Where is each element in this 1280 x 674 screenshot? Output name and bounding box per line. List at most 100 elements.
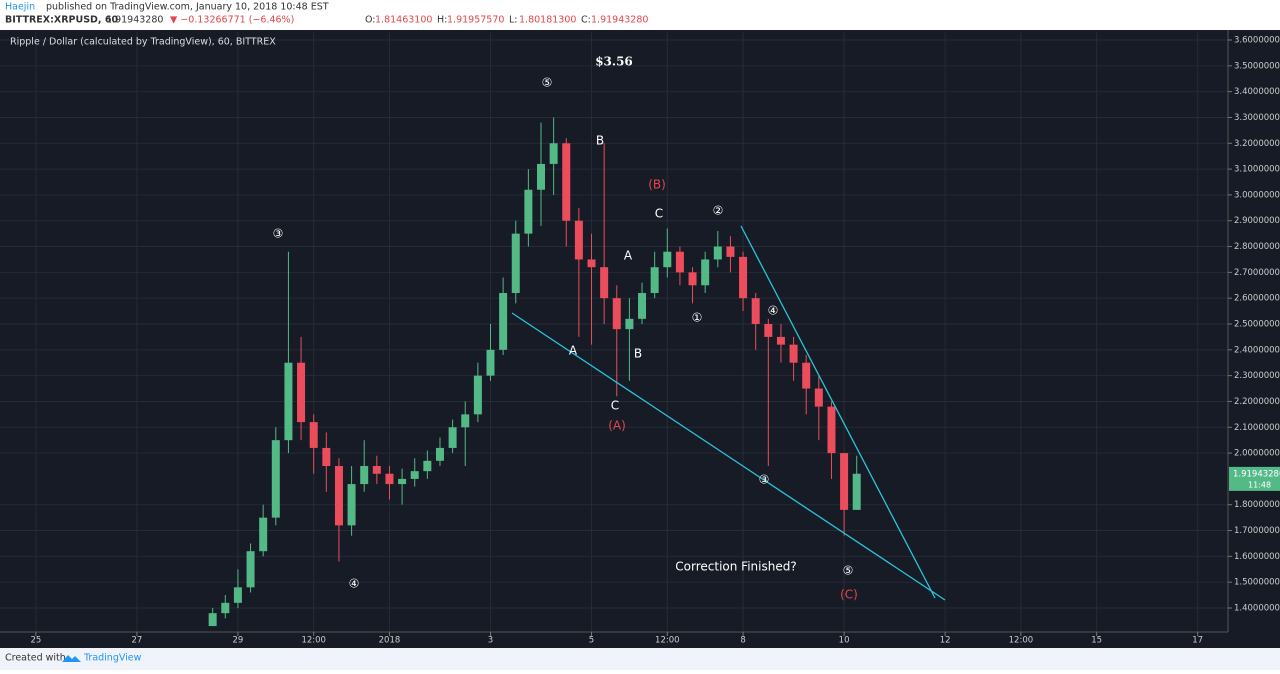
annotations: ③ ④ ⑤ $3.56 B (B) C ② A ① ④ A B C (A) ③ … bbox=[273, 55, 858, 602]
chart-title: Ripple / Dollar (calculated by TradingVi… bbox=[10, 37, 276, 48]
y-tick-label: 2.00000000 bbox=[1234, 449, 1280, 459]
x-tick-label: 2018 bbox=[379, 636, 401, 646]
candle-body bbox=[789, 344, 798, 363]
y-tick-label: 2.60000000 bbox=[1234, 294, 1280, 304]
candles bbox=[208, 117, 861, 627]
candle-body bbox=[271, 440, 280, 518]
logo bbox=[62, 655, 81, 662]
candle-body bbox=[461, 414, 470, 428]
candle-body bbox=[840, 453, 849, 510]
candle-body bbox=[246, 551, 255, 588]
y-tick-label: 1.60000000 bbox=[1234, 552, 1280, 562]
candle-body bbox=[625, 318, 634, 330]
note: Correction Finished? bbox=[675, 560, 796, 574]
candle-body bbox=[852, 473, 861, 510]
y-tick-label: 2.50000000 bbox=[1234, 319, 1280, 329]
x-tick-label: 10 bbox=[839, 636, 850, 646]
y-tick-label: 3.20000000 bbox=[1234, 139, 1280, 149]
footer-brand[interactable]: TradingView bbox=[83, 653, 142, 664]
footer-text: Created with bbox=[5, 653, 66, 664]
y-tick-label: 2.20000000 bbox=[1234, 397, 1280, 407]
wave-label: A bbox=[624, 249, 633, 263]
candle-body bbox=[410, 471, 419, 479]
x-tick-label: 15 bbox=[1091, 636, 1102, 646]
x-tick-label: 12:00 bbox=[301, 636, 326, 646]
wave-label: ③ bbox=[759, 473, 770, 487]
footer bbox=[0, 648, 1280, 670]
price: 1.91943280 bbox=[106, 15, 163, 26]
y-tick-label: 2.30000000 bbox=[1234, 371, 1280, 381]
candle-body bbox=[739, 256, 748, 299]
candle-body bbox=[486, 349, 495, 376]
candle-body bbox=[385, 473, 394, 485]
candle-body bbox=[713, 246, 722, 260]
candle-body bbox=[802, 362, 811, 389]
candle-body bbox=[259, 517, 268, 552]
wave-label: ⑤ bbox=[843, 564, 854, 578]
y-tick-label: 2.70000000 bbox=[1234, 268, 1280, 278]
candle-body bbox=[574, 220, 583, 260]
x-tick-label: 17 bbox=[1192, 636, 1203, 646]
candle-body bbox=[650, 267, 659, 294]
y-tick-label: 3.40000000 bbox=[1234, 87, 1280, 97]
y-tick-label: 1.50000000 bbox=[1234, 578, 1280, 588]
ohlc: O: 1.81463100 H: 1.91957570 L: 1.80181300 C: 1.… bbox=[365, 15, 648, 26]
symbol: BITTREX:XRPUSD, 60 bbox=[5, 15, 118, 26]
candle-body bbox=[827, 406, 836, 454]
y-tick-label: 1.80000000 bbox=[1234, 500, 1280, 510]
candle-body bbox=[208, 613, 217, 627]
candle-body bbox=[372, 465, 381, 474]
x-tick-label: 12:00 bbox=[1009, 636, 1034, 646]
y-tick-label: 3.60000000 bbox=[1234, 36, 1280, 46]
y-tick-label: 1.40000000 bbox=[1234, 603, 1280, 613]
wave-label: (C) bbox=[840, 588, 858, 602]
x-tick-label: 25 bbox=[30, 636, 41, 646]
y-tick-label: 3.30000000 bbox=[1234, 113, 1280, 123]
candle-body bbox=[537, 163, 546, 190]
ohlc-label: O: bbox=[365, 15, 376, 26]
wave-label: ② bbox=[713, 204, 724, 218]
y-tick-label: 2.90000000 bbox=[1234, 216, 1280, 226]
wave-label: ④ bbox=[768, 304, 779, 318]
ohlc-label: C: bbox=[581, 15, 591, 26]
ohlc-value: 1.91957570 bbox=[447, 15, 504, 26]
change: ▼ −0.13266771 (−6.46%) bbox=[170, 15, 294, 26]
y-tick-label: 2.40000000 bbox=[1234, 345, 1280, 355]
candle-body bbox=[322, 447, 331, 466]
y-tick-label: 2.10000000 bbox=[1234, 423, 1280, 433]
ohlc-label: H: bbox=[437, 15, 447, 26]
candle-body bbox=[309, 422, 318, 448]
wave-label: ④ bbox=[349, 577, 360, 591]
candle-body bbox=[776, 336, 785, 345]
last-price-label: 1.91943280 bbox=[1233, 469, 1280, 479]
candle-body bbox=[334, 465, 343, 526]
trend-line bbox=[740, 225, 936, 599]
candle-body bbox=[499, 293, 508, 350]
candle-body bbox=[751, 298, 760, 324]
wave-label: (B) bbox=[648, 178, 666, 192]
wave-label: (A) bbox=[608, 419, 626, 433]
wave-label: B bbox=[634, 347, 642, 361]
ticks: 1.40000000 1.50000000 1.60000000 1.70000000… bbox=[30, 36, 1280, 646]
x-tick-label: 29 bbox=[233, 636, 244, 646]
x-tick-label: 12:00 bbox=[655, 636, 680, 646]
y-tick-label: 2.80000000 bbox=[1234, 242, 1280, 252]
candle-body bbox=[511, 233, 520, 294]
candle-body bbox=[587, 259, 596, 268]
candle-body bbox=[233, 587, 242, 603]
grid bbox=[0, 32, 1228, 632]
candle-body bbox=[600, 267, 609, 299]
x-tick-label: 5 bbox=[589, 636, 594, 646]
wave-label: C bbox=[611, 399, 619, 413]
candle-body bbox=[638, 293, 647, 319]
chart-background bbox=[0, 30, 1280, 648]
countdown: 11:48 bbox=[1248, 480, 1271, 489]
candle-body bbox=[814, 388, 823, 407]
ohlc-value: 1.81463100 bbox=[375, 15, 432, 26]
wave-label: ⑤ bbox=[542, 76, 553, 90]
x-tick-label: 12 bbox=[940, 636, 951, 646]
published: published on TradingView.com, January 10… bbox=[46, 2, 329, 13]
candle-body bbox=[360, 465, 369, 485]
